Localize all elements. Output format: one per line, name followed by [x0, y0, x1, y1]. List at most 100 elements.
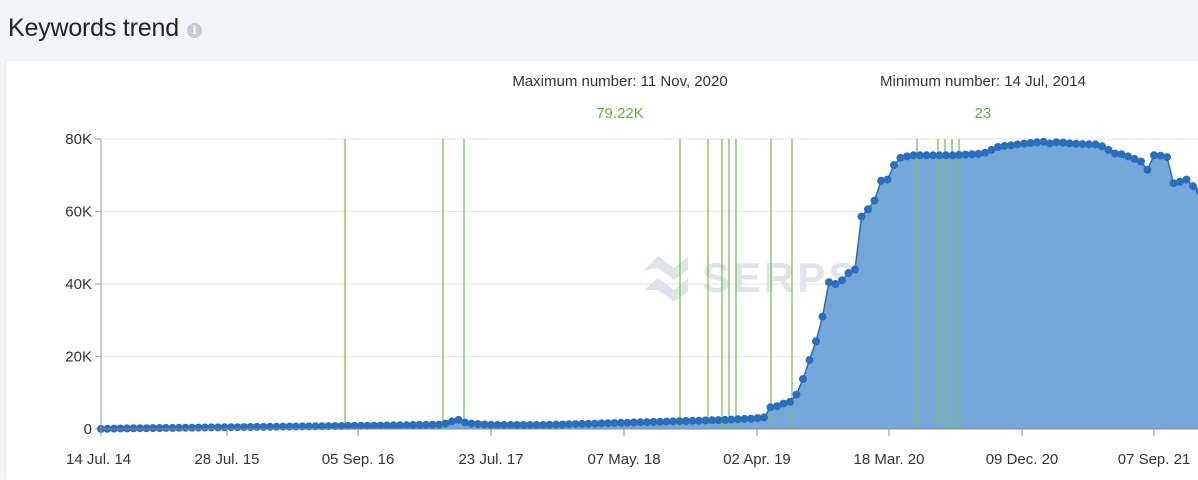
- data-point[interactable]: [656, 417, 664, 426]
- data-point[interactable]: [987, 145, 996, 154]
- data-point[interactable]: [396, 421, 404, 430]
- data-point[interactable]: [461, 418, 469, 427]
- data-point[interactable]: [617, 418, 625, 427]
- data-point[interactable]: [734, 415, 742, 424]
- data-point[interactable]: [1098, 142, 1106, 151]
- data-point[interactable]: [584, 419, 593, 428]
- data-point[interactable]: [623, 418, 632, 427]
- data-point[interactable]: [591, 419, 599, 428]
- data-point[interactable]: [766, 403, 775, 412]
- data-point[interactable]: [435, 420, 443, 429]
- data-point[interactable]: [1169, 179, 1178, 188]
- data-point[interactable]: [877, 176, 885, 185]
- data-point[interactable]: [324, 422, 333, 431]
- data-point[interactable]: [773, 402, 781, 411]
- data-point[interactable]: [1143, 165, 1152, 174]
- data-point[interactable]: [727, 415, 736, 424]
- data-point[interactable]: [493, 421, 502, 429]
- data-point[interactable]: [922, 151, 931, 160]
- data-point[interactable]: [545, 420, 554, 429]
- data-point[interactable]: [448, 417, 456, 426]
- data-point[interactable]: [1013, 140, 1022, 149]
- data-point[interactable]: [136, 424, 144, 433]
- data-point[interactable]: [565, 420, 573, 429]
- data-point[interactable]: [532, 421, 541, 429]
- data-point[interactable]: [1065, 139, 1074, 148]
- data-point[interactable]: [604, 419, 612, 428]
- data-point[interactable]: [968, 150, 976, 159]
- data-point[interactable]: [1046, 139, 1054, 148]
- data-point[interactable]: [682, 417, 690, 425]
- data-point[interactable]: [760, 413, 768, 422]
- data-point[interactable]: [129, 424, 138, 433]
- data-point[interactable]: [747, 414, 755, 423]
- data-point[interactable]: [415, 420, 424, 429]
- data-point[interactable]: [480, 420, 489, 429]
- data-point[interactable]: [506, 421, 515, 429]
- data-point[interactable]: [695, 416, 703, 425]
- data-point[interactable]: [175, 423, 183, 432]
- data-point[interactable]: [831, 280, 840, 288]
- data-point[interactable]: [942, 151, 950, 160]
- data-point[interactable]: [168, 423, 177, 432]
- data-point[interactable]: [597, 419, 606, 428]
- data-point[interactable]: [916, 151, 924, 160]
- data-point[interactable]: [1176, 177, 1184, 186]
- data-point[interactable]: [363, 421, 372, 430]
- data-point[interactable]: [552, 420, 560, 429]
- data-point[interactable]: [948, 151, 957, 160]
- data-point[interactable]: [1033, 138, 1041, 147]
- data-point[interactable]: [818, 312, 827, 321]
- data-point[interactable]: [383, 421, 391, 430]
- data-point[interactable]: [344, 421, 352, 430]
- data-point[interactable]: [1195, 187, 1198, 195]
- data-point[interactable]: [929, 151, 937, 160]
- data-point[interactable]: [123, 424, 131, 433]
- data-point[interactable]: [1163, 153, 1171, 162]
- data-point[interactable]: [955, 150, 963, 159]
- data-point[interactable]: [883, 175, 892, 184]
- data-point[interactable]: [194, 423, 203, 432]
- data-point[interactable]: [740, 414, 749, 423]
- data-point[interactable]: [311, 422, 320, 431]
- data-point[interactable]: [389, 421, 398, 430]
- data-point[interactable]: [526, 421, 534, 429]
- data-point[interactable]: [864, 205, 872, 214]
- data-point[interactable]: [454, 415, 463, 424]
- data-point[interactable]: [188, 423, 196, 432]
- data-point[interactable]: [298, 422, 307, 431]
- data-point[interactable]: [857, 212, 866, 221]
- data-point[interactable]: [519, 421, 528, 429]
- data-point[interactable]: [350, 421, 359, 430]
- data-point[interactable]: [909, 151, 918, 160]
- data-point[interactable]: [688, 416, 697, 425]
- data-point[interactable]: [487, 420, 495, 429]
- data-point[interactable]: [792, 390, 801, 399]
- data-point[interactable]: [708, 416, 716, 425]
- data-point[interactable]: [825, 278, 833, 287]
- data-point[interactable]: [1091, 140, 1100, 149]
- data-point[interactable]: [331, 422, 339, 431]
- data-point[interactable]: [669, 417, 677, 426]
- data-point[interactable]: [675, 417, 684, 426]
- data-point[interactable]: [721, 415, 729, 424]
- data-point[interactable]: [974, 149, 983, 158]
- data-point[interactable]: [558, 420, 567, 429]
- data-point[interactable]: [1111, 149, 1119, 158]
- data-point[interactable]: [571, 420, 580, 429]
- data-point[interactable]: [1156, 151, 1165, 160]
- data-point[interactable]: [1182, 175, 1191, 184]
- data-point[interactable]: [981, 148, 989, 157]
- data-point[interactable]: [500, 421, 508, 429]
- data-point[interactable]: [149, 424, 157, 433]
- data-point[interactable]: [337, 422, 346, 430]
- data-point[interactable]: [662, 417, 671, 426]
- data-point[interactable]: [1104, 145, 1113, 154]
- data-point[interactable]: [812, 337, 820, 346]
- data-point[interactable]: [142, 424, 151, 433]
- data-point[interactable]: [935, 151, 944, 160]
- data-point[interactable]: [539, 421, 547, 429]
- data-point[interactable]: [890, 161, 898, 170]
- data-point[interactable]: [643, 418, 651, 427]
- data-point[interactable]: [162, 423, 170, 432]
